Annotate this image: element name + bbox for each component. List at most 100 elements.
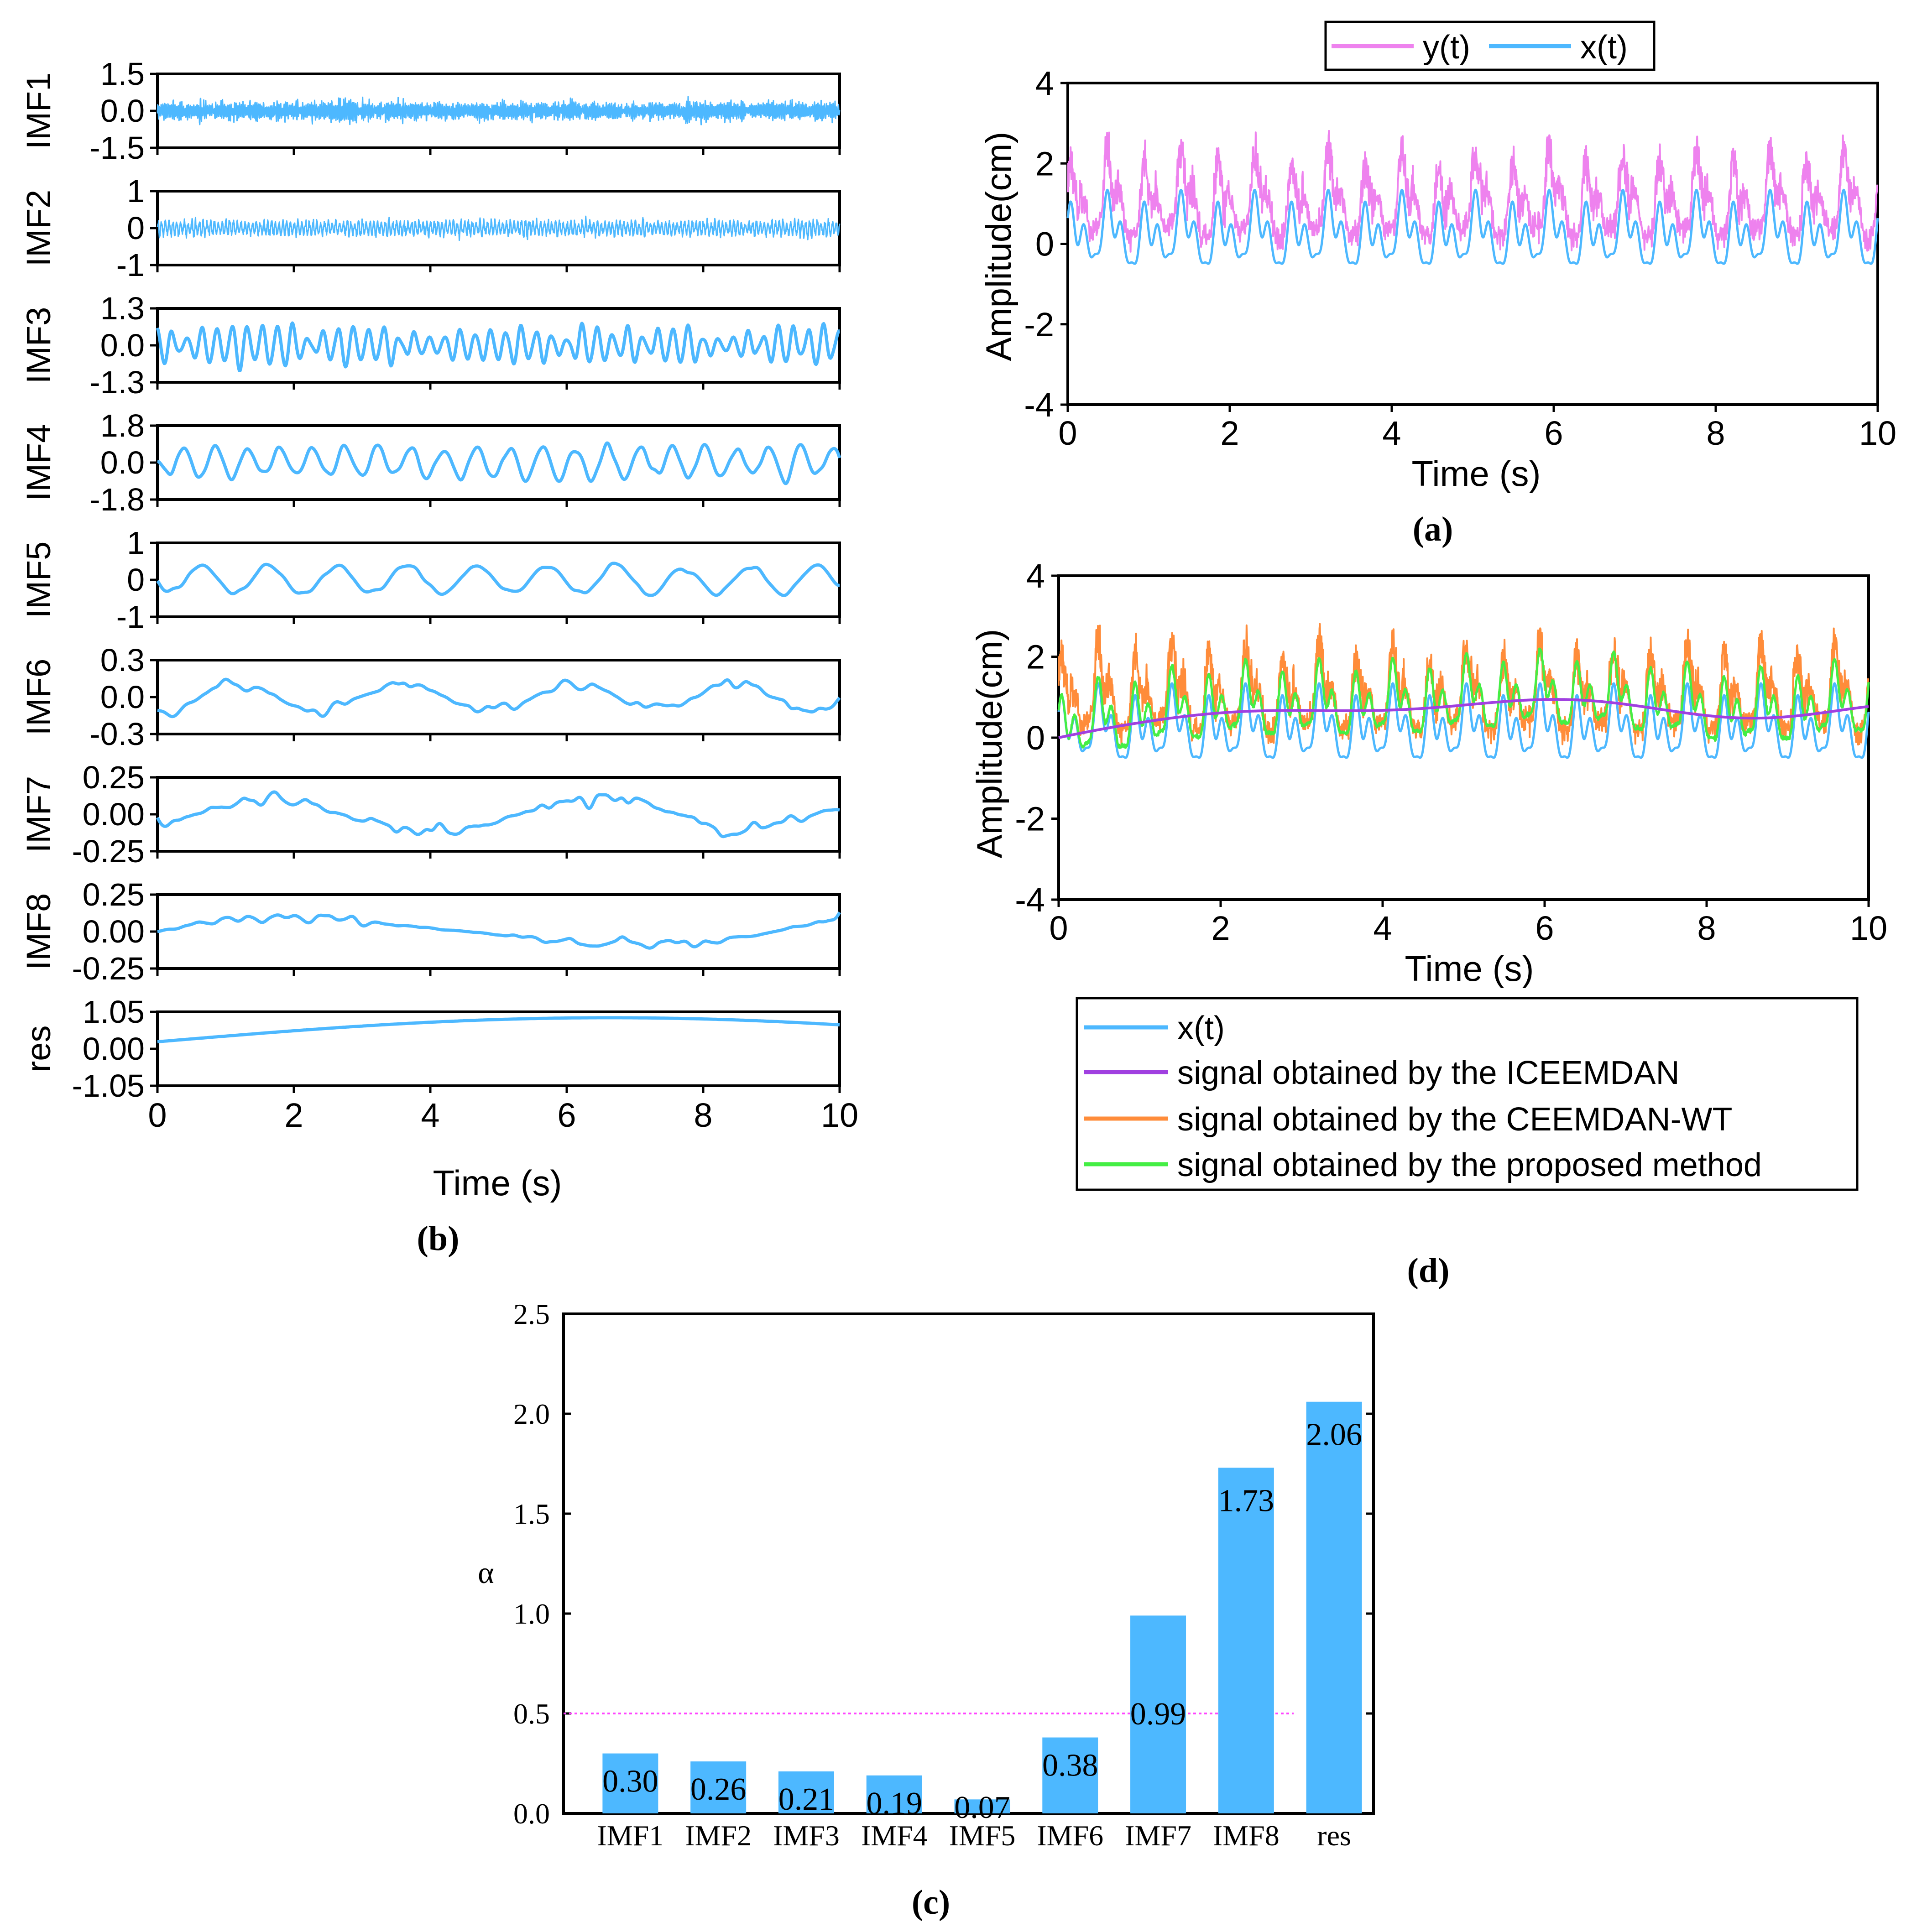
panel-d-xlabel: Time (s) <box>1405 948 1534 989</box>
imf-series-line <box>157 911 841 950</box>
panel-a-ylabel: Amplitude(cm) <box>978 132 1018 361</box>
imf-ytick-label: -1.5 <box>89 130 145 166</box>
imf-name-label: IMF4 <box>20 424 57 501</box>
imf-series-line <box>157 215 841 241</box>
imf-name-label: res <box>20 1026 57 1073</box>
imf-subplot-imf1: 1.50.0-1.5 IMF1 <box>20 56 841 166</box>
panel-a-ytick-label: 2 <box>1035 145 1054 182</box>
imf-name-label: IMF6 <box>20 659 57 736</box>
imf-xtick-label: 2 <box>284 1096 303 1134</box>
panel-c-category-label: IMF3 <box>773 1819 840 1852</box>
imf-subplot-imf4: 1.80.0-1.8 IMF4 <box>20 408 841 517</box>
panel-b-label: (b) <box>417 1219 460 1258</box>
imf-name-label: IMF2 <box>20 190 57 267</box>
imf-ytick-label: 0.25 <box>83 877 145 912</box>
panel-d-signal-chart: -4 -2 0 2 4 0 2 4 6 8 10 <box>1015 557 1887 947</box>
panel-d-legend-label-iceemdan: signal obtained by the ICEEMDAN <box>1177 1055 1680 1091</box>
panel-a-xtick-label: 2 <box>1220 414 1239 452</box>
panel-d-legend: x(t) signal obtained by the ICEEMDAN sig… <box>1076 997 1859 1191</box>
imf-name-label: IMF3 <box>20 307 57 384</box>
panel-b-imf-decomposition: 1.50.0-1.5IMF110-1IMF21.30.0-1.3IMF31.80… <box>20 56 858 1134</box>
panel-d-xtick-label: 4 <box>1373 909 1392 947</box>
panel-a-xtick-label: 4 <box>1382 414 1401 452</box>
panel-c-value-label: 0.99 <box>1130 1697 1186 1732</box>
imf-ytick-label: -0.3 <box>89 716 145 752</box>
panel-d-ylabel: Amplitude(cm) <box>969 629 1009 859</box>
panel-c-value-label: 0.30 <box>602 1764 658 1799</box>
panel-b-xlabel: Time (s) <box>433 1163 562 1203</box>
panel-a-xlabel: Time (s) <box>1411 453 1541 494</box>
panel-d-ytick-label: 2 <box>1026 638 1045 676</box>
panel-c-value-label: 2.06 <box>1306 1417 1362 1453</box>
panel-c-value-label: 1.73 <box>1218 1483 1274 1518</box>
imf-xtick-label: 0 <box>148 1096 167 1134</box>
imf-series-line <box>156 790 841 838</box>
imf-ytick-label: 0.00 <box>83 797 145 832</box>
panel-d-ytick-label: 0 <box>1026 719 1045 757</box>
panel-a-xtick-label: 10 <box>1859 414 1896 452</box>
imf-xtick-label: 6 <box>557 1096 576 1134</box>
panel-d-ytick-label: -2 <box>1015 800 1045 838</box>
imf-series-line <box>157 1016 840 1044</box>
panel-c-bar-imf8 <box>1218 1468 1274 1813</box>
panel-a-series-x <box>1066 188 1879 265</box>
panel-c-category-label: IMF8 <box>1213 1819 1280 1852</box>
panel-a-legend-label-x: x(t) <box>1580 29 1628 66</box>
panel-d-ytick-label: 4 <box>1026 557 1045 595</box>
imf-subplot-imf3: 1.30.0-1.3 IMF3 <box>20 291 841 400</box>
imf-ytick-label: 0.0 <box>100 679 145 715</box>
panel-c-category-label: IMF4 <box>861 1819 928 1852</box>
panel-d-xtick-label: 10 <box>1850 909 1887 947</box>
imf-ytick-label: -0.25 <box>72 833 145 869</box>
imf-ytick-label: 0.25 <box>83 760 145 795</box>
panel-a-legend-label-y: y(t) <box>1423 29 1470 66</box>
imf-ytick-label: -0.25 <box>72 951 145 986</box>
imf-subplot-res: 1.050.00-1.05 res 0 2 4 6 8 10 <box>20 994 858 1134</box>
panel-c-bar-imf7 <box>1130 1615 1186 1813</box>
imf-ytick-label: 0.3 <box>100 642 145 678</box>
panel-d-legend-label-proposed: signal obtained by the proposed method <box>1177 1147 1762 1183</box>
panel-a-xtick-label: 6 <box>1544 414 1563 452</box>
imf-ytick-label: 0.0 <box>100 328 145 363</box>
panel-c-bar-imf2 <box>690 1761 747 1813</box>
imf-ytick-label: 0.00 <box>83 1031 145 1067</box>
panel-c-ytick-label: 2.5 <box>513 1298 550 1330</box>
imf-subplot-imf2: 10-1 IMF2 <box>20 173 841 283</box>
panel-d-ytick-label: -4 <box>1015 881 1045 919</box>
imf-ytick-label: 1.05 <box>83 994 145 1030</box>
imf-name-label: IMF5 <box>20 542 57 619</box>
imf-ytick-label: 1.5 <box>100 56 145 92</box>
panel-c-category-label: res <box>1317 1819 1351 1852</box>
imf-xtick-label: 4 <box>421 1096 439 1134</box>
panel-c-value-label: 0.19 <box>866 1786 922 1821</box>
panel-c-bar-imf5 <box>954 1799 1010 1813</box>
imf-ytick-label: -1 <box>116 599 145 635</box>
panel-c-bar-imf3 <box>778 1771 834 1813</box>
panel-a-ytick-label: 0 <box>1035 225 1054 263</box>
panel-d-legend-box <box>1076 997 1859 1191</box>
panel-d-series-ceemdan-wt <box>1058 623 1870 747</box>
panel-a-ytick-label: -4 <box>1024 386 1054 424</box>
panel-d-series-proposed <box>1057 647 1870 749</box>
panel-d-xtick-label: 2 <box>1211 909 1230 947</box>
imf-subplot-imf6: 0.30.0-0.3 IMF6 <box>20 642 841 752</box>
imf-ytick-label: 0 <box>127 210 145 246</box>
imf-name-label: IMF1 <box>20 73 57 150</box>
panel-d-legend-label-x: x(t) <box>1177 1010 1225 1047</box>
panel-c-value-label: 0.38 <box>1042 1748 1098 1783</box>
panel-c-category-label: IMF1 <box>597 1819 663 1852</box>
imf-xtick-label: 10 <box>821 1096 858 1134</box>
imf-ytick-label: 0.0 <box>100 445 145 480</box>
panel-c-category-label: IMF6 <box>1037 1819 1103 1852</box>
imf-series-line <box>157 677 841 719</box>
panel-d-series-x <box>1057 682 1870 759</box>
imf-subplot-imf7: 0.250.00-0.25 IMF7 <box>20 760 841 869</box>
imf-series-line <box>157 96 841 125</box>
imf-ytick-label: 1.8 <box>100 408 145 443</box>
panel-c-bar-chart: 0.00.51.01.52.02.5IMF10.30IMF20.26IMF30.… <box>513 1298 1375 1852</box>
panel-a-label: (a) <box>1413 510 1453 548</box>
panel-c-label: (c) <box>912 1883 950 1922</box>
panel-c-category-label: IMF7 <box>1125 1819 1191 1852</box>
imf-name-label: IMF8 <box>20 893 57 970</box>
